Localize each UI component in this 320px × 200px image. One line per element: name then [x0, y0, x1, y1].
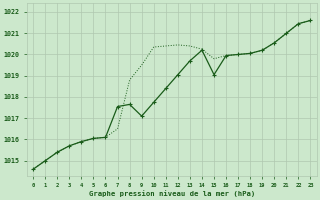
X-axis label: Graphe pression niveau de la mer (hPa): Graphe pression niveau de la mer (hPa) [89, 190, 255, 197]
